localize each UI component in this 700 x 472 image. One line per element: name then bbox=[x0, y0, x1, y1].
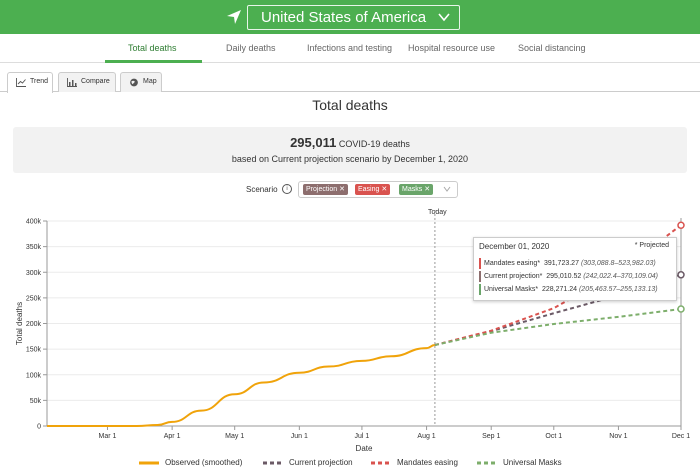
scenario-chip-easing[interactable]: Easing ✕ bbox=[355, 184, 391, 195]
main-nav-tabs: Total deaths Daily deaths Infections and… bbox=[0, 34, 700, 63]
subtab-compare[interactable]: Compare bbox=[58, 72, 116, 92]
remove-chip-icon[interactable]: ✕ bbox=[339, 186, 346, 193]
tooltip-series-value: 295,010.52 bbox=[546, 273, 582, 280]
series-end-marker bbox=[677, 305, 685, 313]
tooltip-series-ci: (242,022.4–370,109.04) bbox=[583, 273, 658, 280]
legend-current-projection[interactable]: Current projection bbox=[263, 458, 353, 467]
tab-total-deaths[interactable]: Total deaths bbox=[128, 43, 177, 53]
chevron-down-icon bbox=[438, 13, 450, 22]
legend-mandates-easing[interactable]: Mandates easing bbox=[371, 458, 458, 467]
tooltip-date: December 01, 2020 bbox=[479, 242, 550, 251]
legend-swatch-easing bbox=[371, 461, 391, 465]
subtab-trend-label: Trend bbox=[30, 78, 49, 85]
y-tick-label: 400k bbox=[26, 219, 42, 226]
y-tick-label: 250k bbox=[26, 295, 42, 302]
summary-box: 295,011 COVID-19 deaths based on Current… bbox=[13, 127, 687, 173]
legend-observed[interactable]: Observed (smoothed) bbox=[139, 458, 242, 467]
y-tick-label: 0 bbox=[37, 424, 41, 431]
location-arrow-icon[interactable] bbox=[226, 9, 242, 25]
scenario-chip-projection[interactable]: Projection ✕ bbox=[303, 184, 349, 195]
subtab-map[interactable]: Map bbox=[120, 72, 162, 92]
legend-swatch-observed bbox=[139, 461, 159, 465]
x-tick-label: Dec 1 bbox=[672, 433, 690, 440]
tooltip-series-ci: (205,463.57–255,133.13) bbox=[578, 286, 658, 293]
subtab-map-label: Map bbox=[143, 78, 157, 85]
tooltip-series-name: Mandates easing* bbox=[484, 260, 541, 267]
x-tick-label: Mar 1 bbox=[99, 433, 117, 440]
tooltip-series-name: Universal Masks* bbox=[484, 286, 539, 293]
y-tick-label: 300k bbox=[26, 270, 42, 277]
series-universal-masks bbox=[434, 308, 682, 347]
active-tab-indicator bbox=[105, 60, 202, 63]
x-axis-label: Date bbox=[356, 444, 373, 453]
remove-chip-icon[interactable]: ✕ bbox=[424, 186, 431, 193]
y-tick-label: 150k bbox=[26, 347, 42, 354]
tooltip-series-value: 228,271.24 bbox=[541, 286, 578, 293]
scenario-chip-masks[interactable]: Masks ✕ bbox=[399, 184, 434, 195]
y-tick-label: 50k bbox=[30, 398, 42, 405]
view-subtabs: Trend Compare Map bbox=[0, 72, 700, 93]
country-select[interactable]: United States of America bbox=[247, 5, 460, 30]
summary-headline: 295,011 COVID-19 deaths bbox=[13, 135, 687, 150]
x-tick-label: Sep 1 bbox=[482, 433, 500, 440]
chart-tooltip: December 01, 2020 * Projected Mandates e… bbox=[473, 237, 677, 301]
series-end-marker bbox=[677, 221, 685, 229]
top-bar: United States of America bbox=[0, 0, 700, 34]
page-title: Total deaths bbox=[312, 97, 388, 113]
subtab-trend[interactable]: Trend bbox=[7, 72, 53, 93]
chip-label: Easing bbox=[358, 186, 380, 193]
deaths-count: 295,011 bbox=[290, 135, 337, 150]
chart-legend: Observed (smoothed) Current projection M… bbox=[0, 458, 700, 470]
tooltip-projected-note: * Projected bbox=[634, 242, 669, 249]
chip-label: Masks bbox=[402, 186, 423, 193]
series-observed bbox=[46, 344, 435, 427]
legend-label: Universal Masks bbox=[503, 458, 562, 467]
x-tick-label: Apr 1 bbox=[164, 433, 181, 440]
subtab-compare-label: Compare bbox=[81, 78, 110, 85]
x-tick-label: Nov 1 bbox=[609, 433, 627, 440]
tooltip-series-value: 391,723.27 bbox=[543, 260, 579, 267]
tooltip-series-name: Current projection* bbox=[484, 273, 543, 280]
remove-chip-icon[interactable]: ✕ bbox=[381, 186, 388, 193]
tooltip-row-easing: Mandates easing* 391,723.27 (303,088.8–5… bbox=[479, 258, 675, 269]
y-tick-label: 200k bbox=[26, 321, 42, 328]
line-chart-icon bbox=[16, 78, 26, 87]
legend-label: Current projection bbox=[289, 458, 353, 467]
legend-label: Mandates easing bbox=[397, 458, 458, 467]
tab-hospital-resource-use[interactable]: Hospital resource use bbox=[408, 43, 496, 53]
tooltip-row-masks: Universal Masks* 228,271.24 (205,463.57–… bbox=[479, 284, 675, 295]
summary-subtitle: based on Current projection scenario by … bbox=[231, 154, 469, 164]
chevron-down-icon[interactable] bbox=[443, 186, 451, 192]
series-end-marker bbox=[677, 271, 685, 279]
country-select-value: United States of America bbox=[261, 9, 427, 26]
scenario-multiselect[interactable]: Projection ✕ Easing ✕ Masks ✕ bbox=[298, 181, 458, 198]
tab-daily-deaths[interactable]: Daily deaths bbox=[226, 43, 276, 53]
x-tick-label: Oct 1 bbox=[545, 433, 562, 440]
tooltip-series-ci: (303,088.8–523,982.03) bbox=[580, 260, 656, 267]
x-tick-label: Jun 1 bbox=[291, 433, 308, 440]
deaths-count-suffix: COVID-19 deaths bbox=[338, 139, 410, 149]
tab-social-distancing[interactable]: Social distancing bbox=[518, 43, 586, 53]
x-tick-label: Jul 1 bbox=[355, 433, 370, 440]
y-axis-label: Total deaths bbox=[15, 302, 24, 345]
x-tick-label: May 1 bbox=[225, 433, 244, 440]
legend-swatch-masks bbox=[477, 461, 497, 465]
tab-infections-testing[interactable]: Infections and testing bbox=[307, 43, 393, 53]
legend-swatch-current bbox=[263, 461, 283, 465]
globe-icon bbox=[130, 78, 138, 87]
scenario-label: Scenario bbox=[246, 185, 278, 194]
x-tick-label: Aug 1 bbox=[417, 433, 435, 440]
total-deaths-chart: 0 50k 100k 150k 200k 250k 300k 350k 400k Mar 1 Apr… bbox=[15, 210, 690, 453]
legend-label: Observed (smoothed) bbox=[165, 458, 243, 467]
bar-chart-icon bbox=[67, 78, 77, 87]
chip-label: Projection bbox=[306, 186, 338, 193]
tooltip-row-current: Current projection* 295,010.52 (242,022.… bbox=[479, 271, 675, 282]
y-tick-label: 100k bbox=[26, 372, 42, 379]
today-label: Today bbox=[428, 209, 447, 216]
info-circle-icon[interactable]: i bbox=[282, 184, 292, 194]
legend-universal-masks[interactable]: Universal Masks bbox=[477, 458, 562, 467]
y-tick-label: 350k bbox=[26, 244, 42, 251]
